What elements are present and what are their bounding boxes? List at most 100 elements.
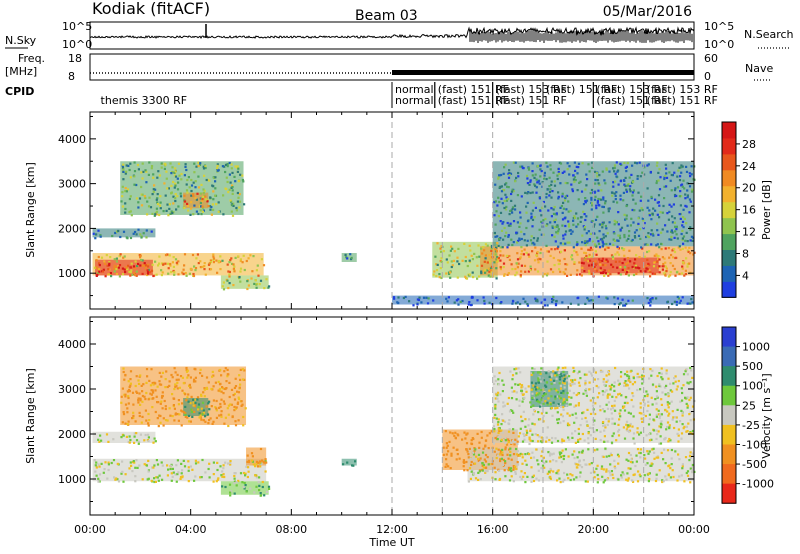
vel-pixel	[470, 463, 473, 466]
power-pixel	[497, 196, 500, 199]
vel-pixel	[647, 472, 650, 475]
power-pixel	[425, 296, 428, 299]
vel-pixel	[563, 401, 566, 404]
power-pixel	[205, 178, 208, 182]
vel-pixel	[537, 379, 540, 382]
vel-pixel	[342, 463, 345, 466]
vel-pixel	[641, 378, 644, 381]
vel-pixel	[618, 392, 621, 395]
vel-pixel	[567, 436, 570, 439]
power-pixel	[122, 170, 125, 173]
power-pixel	[666, 212, 669, 215]
power-pixel	[623, 213, 626, 216]
vel-pixel	[465, 460, 468, 464]
vel-pixel	[631, 425, 634, 428]
vel-pixel	[646, 450, 649, 453]
power-pixel	[664, 163, 667, 166]
power-pixel	[502, 238, 505, 241]
vel-pixel	[450, 452, 453, 455]
power-pixel	[185, 183, 188, 186]
power-pixel	[692, 253, 695, 256]
vel-pixel	[595, 467, 598, 470]
vel-pixel	[627, 451, 631, 455]
power-pixel	[141, 177, 144, 180]
power-pixel	[533, 216, 536, 219]
power-pixel	[526, 239, 529, 242]
vel-pixel	[222, 467, 225, 470]
power-pixel	[162, 263, 165, 266]
vel-pixel	[648, 450, 651, 453]
vel-pixel	[452, 446, 455, 449]
power-pixel	[690, 173, 693, 176]
power-pixel	[505, 205, 508, 208]
vel-pixel	[558, 378, 562, 381]
vel-pixel	[553, 379, 556, 382]
power-pixel	[591, 248, 594, 251]
power-pixel	[569, 273, 572, 276]
power-colorbar-tick-label: 24	[742, 160, 756, 173]
vel-pixel	[95, 461, 98, 464]
power-pixel	[117, 265, 120, 268]
power-pixel	[582, 210, 585, 213]
power-pixel	[667, 247, 670, 250]
power-pixel	[556, 174, 559, 177]
power-pixel	[150, 167, 153, 170]
power-pixel	[179, 195, 183, 198]
vel-pixel	[524, 425, 527, 428]
power-pixel	[631, 299, 634, 302]
power-pixel	[584, 244, 587, 247]
power-pixel	[516, 241, 519, 244]
power-pixel	[525, 211, 528, 214]
power-pixel	[682, 226, 685, 229]
power-pixel	[588, 299, 591, 302]
power-pixel	[159, 201, 162, 204]
power-pixel	[98, 270, 101, 273]
power-pixel	[133, 183, 136, 186]
power-pixel	[476, 277, 479, 280]
power-pixel	[227, 270, 230, 273]
vel-pixel	[210, 405, 213, 408]
vel-pixel	[233, 409, 236, 412]
power-pixel	[476, 299, 479, 302]
power-pixel	[529, 191, 532, 195]
power-pixel	[536, 181, 539, 184]
vel-region	[92, 431, 156, 443]
power-pixel	[500, 185, 503, 188]
power-pixel	[553, 235, 556, 238]
vel-pixel	[663, 448, 666, 451]
vel-pixel	[570, 396, 573, 399]
power-pixel	[604, 202, 607, 205]
power-pixel	[152, 190, 155, 193]
vel-pixel	[652, 418, 655, 421]
power-pixel	[662, 204, 665, 208]
vel-pixel	[494, 405, 497, 408]
power-pixel	[207, 205, 210, 208]
power-pixel	[582, 262, 585, 265]
vel-pixel	[519, 475, 522, 478]
power-pixel	[564, 242, 567, 245]
vel-pixel	[193, 479, 196, 482]
vel-pixel	[563, 374, 566, 377]
power-pixel	[192, 195, 195, 198]
power-pixel	[689, 226, 692, 229]
power-pixel	[628, 188, 631, 191]
vel-pixel	[237, 391, 241, 394]
power-pixel	[194, 197, 197, 200]
vel-pixel	[158, 383, 161, 386]
vel-pixel	[470, 442, 474, 446]
power-pixel	[193, 162, 196, 165]
vel-pixel	[199, 476, 202, 479]
power-pixel	[591, 255, 594, 258]
vel-pixel	[538, 371, 541, 374]
power-pixel	[516, 252, 519, 255]
vel-pixel	[629, 453, 632, 457]
power-pixel	[511, 268, 514, 271]
vel-pixel	[554, 437, 557, 440]
vel-pixel	[516, 450, 520, 453]
vel-pixel	[496, 397, 499, 400]
power-pixel	[526, 201, 529, 204]
vel-pixel	[626, 429, 629, 432]
power-pixel	[645, 267, 648, 270]
power-pixel	[229, 199, 232, 202]
vel-pixel	[193, 367, 196, 370]
